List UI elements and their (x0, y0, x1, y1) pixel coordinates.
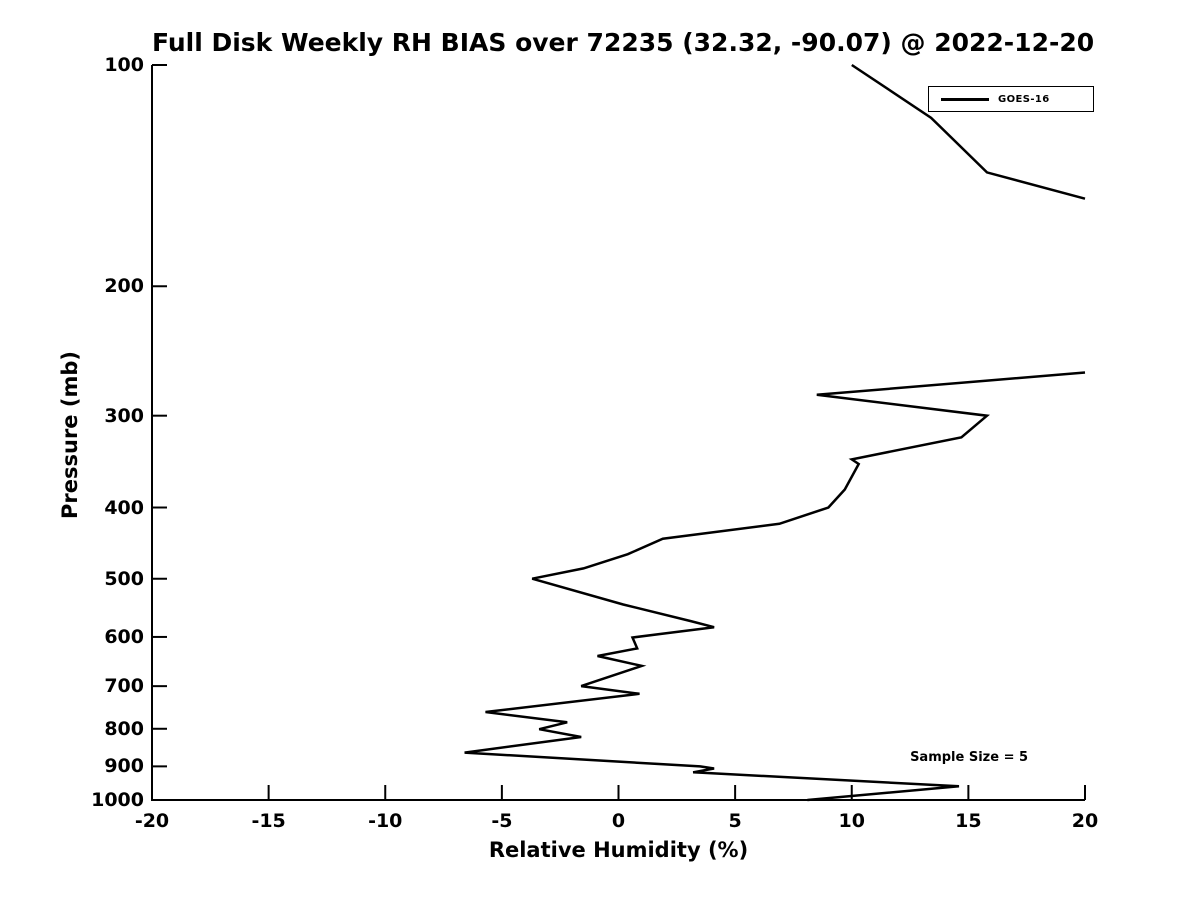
y-tick-label: 800 (104, 717, 144, 740)
x-tick-label: 20 (1071, 810, 1099, 832)
y-tick-label: 400 (104, 496, 144, 519)
series-line-goes-16 (464, 371, 1086, 802)
y-tick-label: 100 (104, 54, 144, 76)
y-tick-label: 900 (104, 755, 144, 778)
y-tick-label: 300 (104, 404, 144, 427)
legend-line-sample (941, 97, 989, 101)
legend-entry-label: GOES-16 (998, 93, 1050, 105)
x-tick-label: -15 (251, 810, 286, 832)
y-tick-label: 500 (104, 567, 144, 590)
x-tick-label: 10 (838, 810, 865, 832)
chart-title: Full Disk Weekly RH BIAS over 72235 (32.… (152, 28, 1095, 57)
x-tick-label: 0 (611, 810, 626, 832)
y-tick-label: 200 (104, 275, 144, 298)
y-tick-label: 700 (104, 675, 144, 698)
x-tick-label: -10 (368, 810, 403, 832)
y-tick-label: 600 (104, 625, 144, 648)
x-tick-label: -5 (491, 810, 513, 832)
x-axis-label: Relative Humidity (%) (488, 838, 749, 862)
x-tick-label: 5 (728, 810, 742, 832)
x-tick-label: -20 (134, 810, 170, 832)
y-axis-label: Pressure (mb) (58, 351, 82, 519)
x-tick-label: 15 (955, 810, 982, 832)
legend-box: GOES-16 (928, 86, 1094, 112)
series-line-goes-16 (851, 63, 1086, 200)
sample-size-annotation: Sample Size = 5 (910, 750, 1029, 766)
y-tick-label: 1000 (91, 789, 144, 811)
axes-lines (151, 65, 1085, 801)
